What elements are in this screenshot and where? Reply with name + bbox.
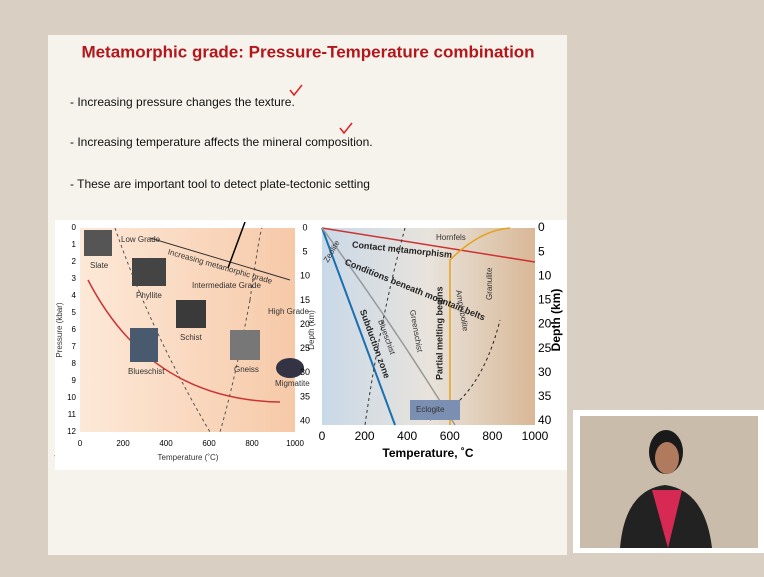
screen: Metamorphic grade: Pressure-Temperature …	[0, 0, 764, 577]
grade: Intermediate Grade	[192, 281, 261, 290]
rock-photo	[132, 258, 166, 286]
x-axis-label: Temperature (˚C)	[158, 453, 219, 462]
x-tick-label: 600	[440, 429, 460, 443]
x-tick-label: 800	[482, 429, 502, 443]
x-tick-label: 0	[78, 439, 83, 448]
slide-title: Metamorphic grade: Pressure-Temperature …	[81, 42, 534, 61]
x-tick-label: 0	[319, 429, 326, 443]
x-tick-label: 400	[397, 429, 417, 443]
rock-photo	[176, 300, 206, 328]
bullet: - Increasing pressure changes the textur…	[70, 95, 295, 109]
y-tick-label: 12	[67, 427, 76, 436]
y-tick-label: 1	[72, 240, 77, 249]
y2-tick-label: 30	[538, 365, 552, 379]
y-tick-label: 11	[68, 410, 77, 419]
y-tick-label: 15	[300, 295, 310, 305]
presenter-face	[655, 442, 679, 474]
rock-label: Gneiss	[234, 365, 259, 374]
facies-label: Eclogite	[416, 405, 445, 414]
y-tick-label: 25	[300, 343, 310, 353]
y-tick-label: 0	[72, 223, 77, 232]
bullet: - These are important tool to detect pla…	[70, 177, 370, 191]
x-tick-label: 1000	[522, 429, 549, 443]
y-tick-label: 35	[300, 391, 310, 401]
y-tick-label: 8	[72, 359, 77, 368]
x-tick-label: 600	[202, 439, 216, 448]
rock-label: Blueschist	[128, 367, 165, 376]
y2-tick-label: 10	[538, 268, 552, 282]
left-diagram: Increasing metamorphic grade Low Grade I…	[55, 222, 310, 462]
y2-tick-label: 35	[538, 389, 552, 403]
presenter-video	[573, 410, 764, 553]
y2-tick-label: 0	[538, 220, 545, 234]
y2-tick-label: 5	[538, 244, 545, 258]
y-tick-label: 10	[67, 393, 76, 402]
y-tick-label: 30	[300, 367, 310, 377]
y-tick-label: 4	[72, 291, 77, 300]
y-tick-label: 9	[72, 376, 77, 385]
bullet: - Increasing temperature affects the min…	[70, 135, 373, 149]
rock-label: Schist	[180, 333, 203, 342]
x-tick-label: 800	[245, 439, 259, 448]
y-tick-label: 5	[72, 308, 77, 317]
y2-tick-label: 40	[538, 413, 552, 427]
y-axis-label: Pressure (kbar)	[55, 302, 64, 357]
y-tick-label: 20	[300, 319, 310, 329]
grade: Low Grade	[121, 235, 161, 244]
rock-photo	[130, 328, 158, 362]
y-tick-label: 10	[300, 271, 310, 281]
rock-photo	[84, 230, 112, 256]
y-tick-label: 3	[72, 274, 77, 283]
y2-tick-label: 15	[538, 293, 552, 307]
x-axis-label: Temperature, ˚C	[382, 446, 473, 460]
y-tick-label: 5	[302, 247, 307, 257]
facies-label: Partial melting begins	[434, 286, 444, 380]
y-tick-label: 2	[72, 257, 77, 266]
x-tick-label: 1000	[286, 439, 304, 448]
rock-label: Slate	[90, 261, 109, 270]
y2-tick-label: 20	[538, 317, 552, 331]
rock-label: Migmatite	[275, 379, 310, 388]
rock-label: Phyllite	[136, 291, 162, 300]
facies-label: Granulite	[485, 267, 494, 300]
y-tick-label: 6	[72, 325, 77, 334]
x-tick-label: 200	[355, 429, 375, 443]
x-tick-label: 200	[116, 439, 130, 448]
y-tick-label: 40	[300, 415, 310, 425]
y-tick-label: 0	[302, 222, 307, 232]
grade: High Grade	[268, 307, 309, 316]
rock-photo	[230, 330, 260, 360]
y2-tick-label: 25	[538, 341, 552, 355]
facies-label: Hornfels	[436, 233, 466, 242]
y-tick-label: 7	[72, 342, 77, 351]
x-tick-label: 400	[159, 439, 173, 448]
